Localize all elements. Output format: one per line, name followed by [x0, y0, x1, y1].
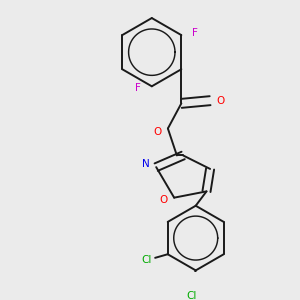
Text: O: O [153, 127, 161, 137]
Text: Cl: Cl [141, 255, 152, 265]
Text: N: N [142, 159, 149, 170]
Text: F: F [135, 83, 141, 93]
Text: F: F [192, 28, 198, 38]
Text: O: O [159, 195, 167, 206]
Text: Cl: Cl [186, 291, 196, 300]
Text: O: O [217, 96, 225, 106]
